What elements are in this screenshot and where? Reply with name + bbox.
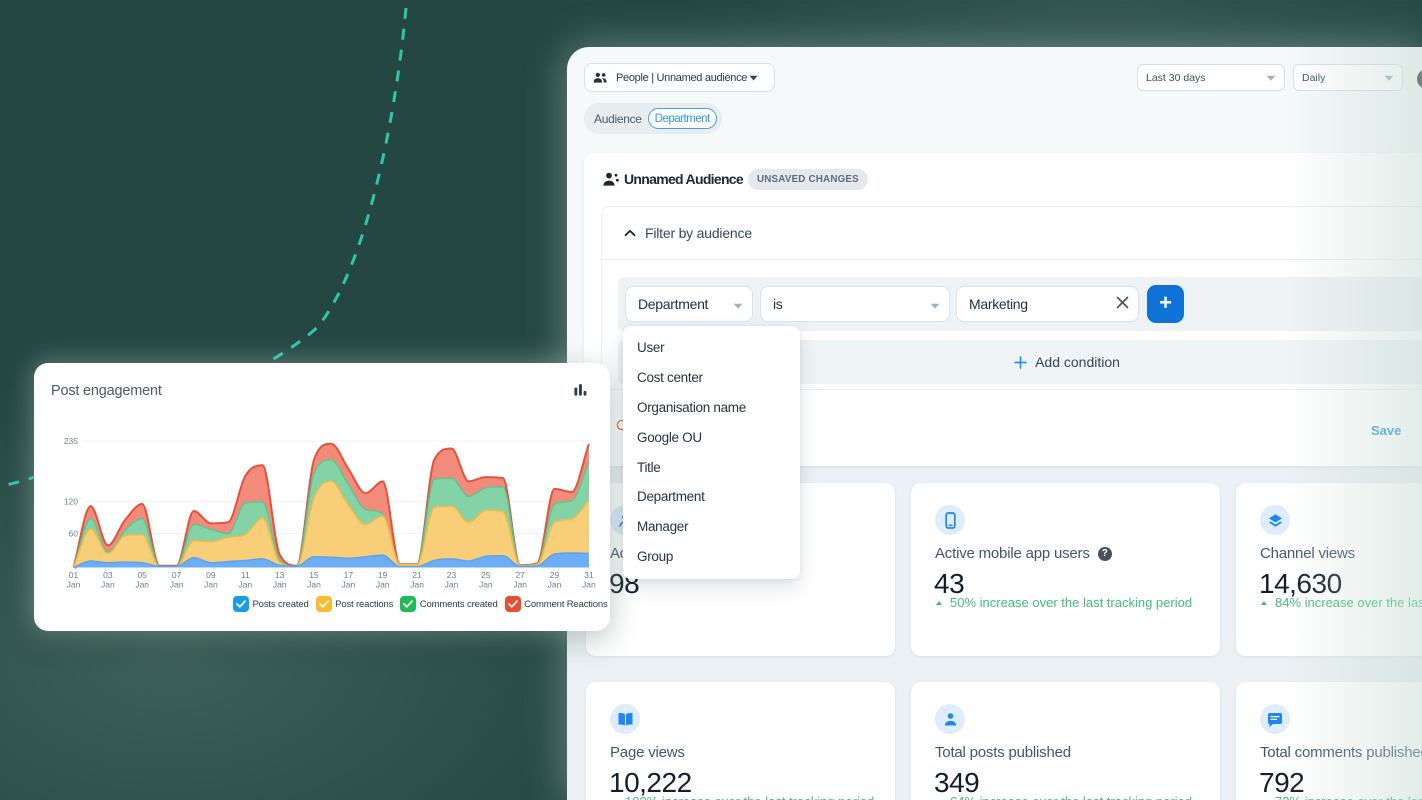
svg-text:15: 15 (309, 570, 319, 580)
svg-text:Jan: Jan (410, 580, 424, 590)
svg-text:Jan: Jan (204, 580, 218, 590)
svg-text:11: 11 (241, 570, 250, 580)
svg-text:21: 21 (412, 570, 422, 580)
svg-text:29: 29 (550, 570, 560, 580)
svg-text:Jan: Jan (513, 580, 527, 590)
svg-text:Jan: Jan (273, 580, 287, 590)
svg-text:09: 09 (206, 570, 216, 580)
svg-text:Jan: Jan (479, 580, 493, 590)
svg-text:Jan: Jan (342, 580, 356, 590)
svg-text:27: 27 (515, 570, 525, 580)
svg-text:Jan: Jan (445, 580, 459, 590)
svg-text:23: 23 (447, 570, 457, 580)
svg-text:Jan: Jan (170, 580, 184, 590)
svg-text:Jan: Jan (238, 580, 252, 590)
svg-text:17: 17 (344, 570, 354, 580)
svg-text:13: 13 (275, 570, 285, 580)
svg-text:120: 120 (64, 497, 78, 507)
svg-text:235: 235 (64, 436, 78, 446)
svg-text:Jan: Jan (582, 580, 596, 590)
svg-text:19: 19 (378, 570, 388, 580)
svg-text:60: 60 (69, 529, 79, 539)
svg-text:Jan: Jan (67, 580, 81, 590)
svg-text:25: 25 (481, 570, 491, 580)
svg-text:Jan: Jan (548, 580, 562, 590)
svg-text:Jan: Jan (307, 580, 321, 590)
svg-text:07: 07 (172, 570, 182, 580)
svg-text:05: 05 (137, 570, 147, 580)
svg-text:Jan: Jan (376, 580, 390, 590)
svg-text:Jan: Jan (101, 580, 115, 590)
svg-text:Jan: Jan (135, 580, 149, 590)
svg-text:03: 03 (103, 570, 113, 580)
svg-text:31: 31 (584, 570, 594, 580)
svg-text:01: 01 (69, 570, 79, 580)
